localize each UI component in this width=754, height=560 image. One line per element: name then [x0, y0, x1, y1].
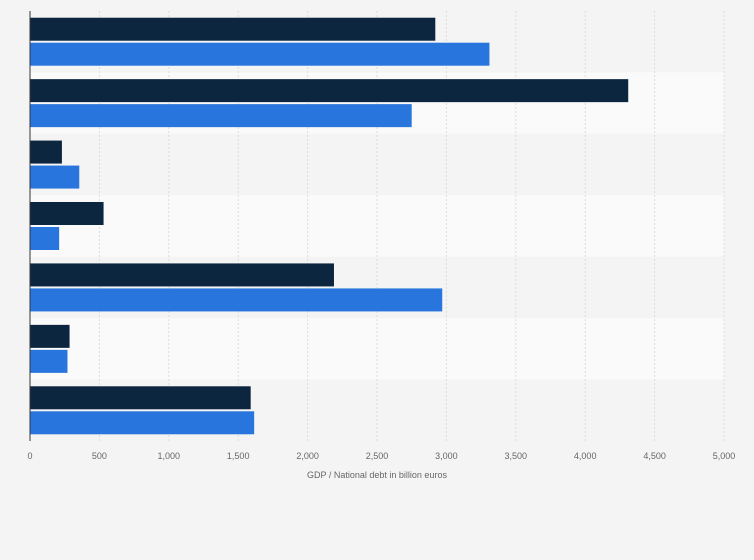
bar: [30, 411, 255, 435]
x-tick-label: 1,500: [227, 451, 250, 461]
bar: [30, 165, 80, 189]
bar: [30, 42, 490, 66]
x-axis-title: GDP / National debt in billion euros: [307, 470, 447, 480]
category-band: [30, 195, 724, 257]
bar: [30, 263, 334, 287]
bar: [30, 227, 60, 250]
x-tick-label: 5,000: [713, 451, 736, 461]
x-tick-labels: 0 500 1,000 1,500 2,000 2,500 3,000 3,500 4,000 4…: [27, 451, 735, 461]
x-tick-label: 500: [92, 451, 107, 461]
bar: [30, 104, 412, 128]
x-tick-label: 1,000: [158, 451, 181, 461]
bar: [30, 324, 70, 348]
x-tick-label: 3,000: [435, 451, 458, 461]
x-tick-label: 2,500: [366, 451, 389, 461]
bar: [30, 202, 104, 225]
bar: [30, 386, 251, 410]
bar: [30, 140, 62, 164]
x-tick-label: 2,000: [296, 451, 319, 461]
bar: [30, 349, 68, 373]
x-tick-label: 3,500: [505, 451, 528, 461]
x-tick-label: 4,000: [574, 451, 597, 461]
bars: [30, 17, 629, 435]
x-tick-label: 4,500: [643, 451, 666, 461]
bar: [30, 288, 443, 312]
bar: [30, 17, 436, 41]
x-tick-label: 0: [27, 451, 32, 461]
bar: [30, 79, 629, 103]
